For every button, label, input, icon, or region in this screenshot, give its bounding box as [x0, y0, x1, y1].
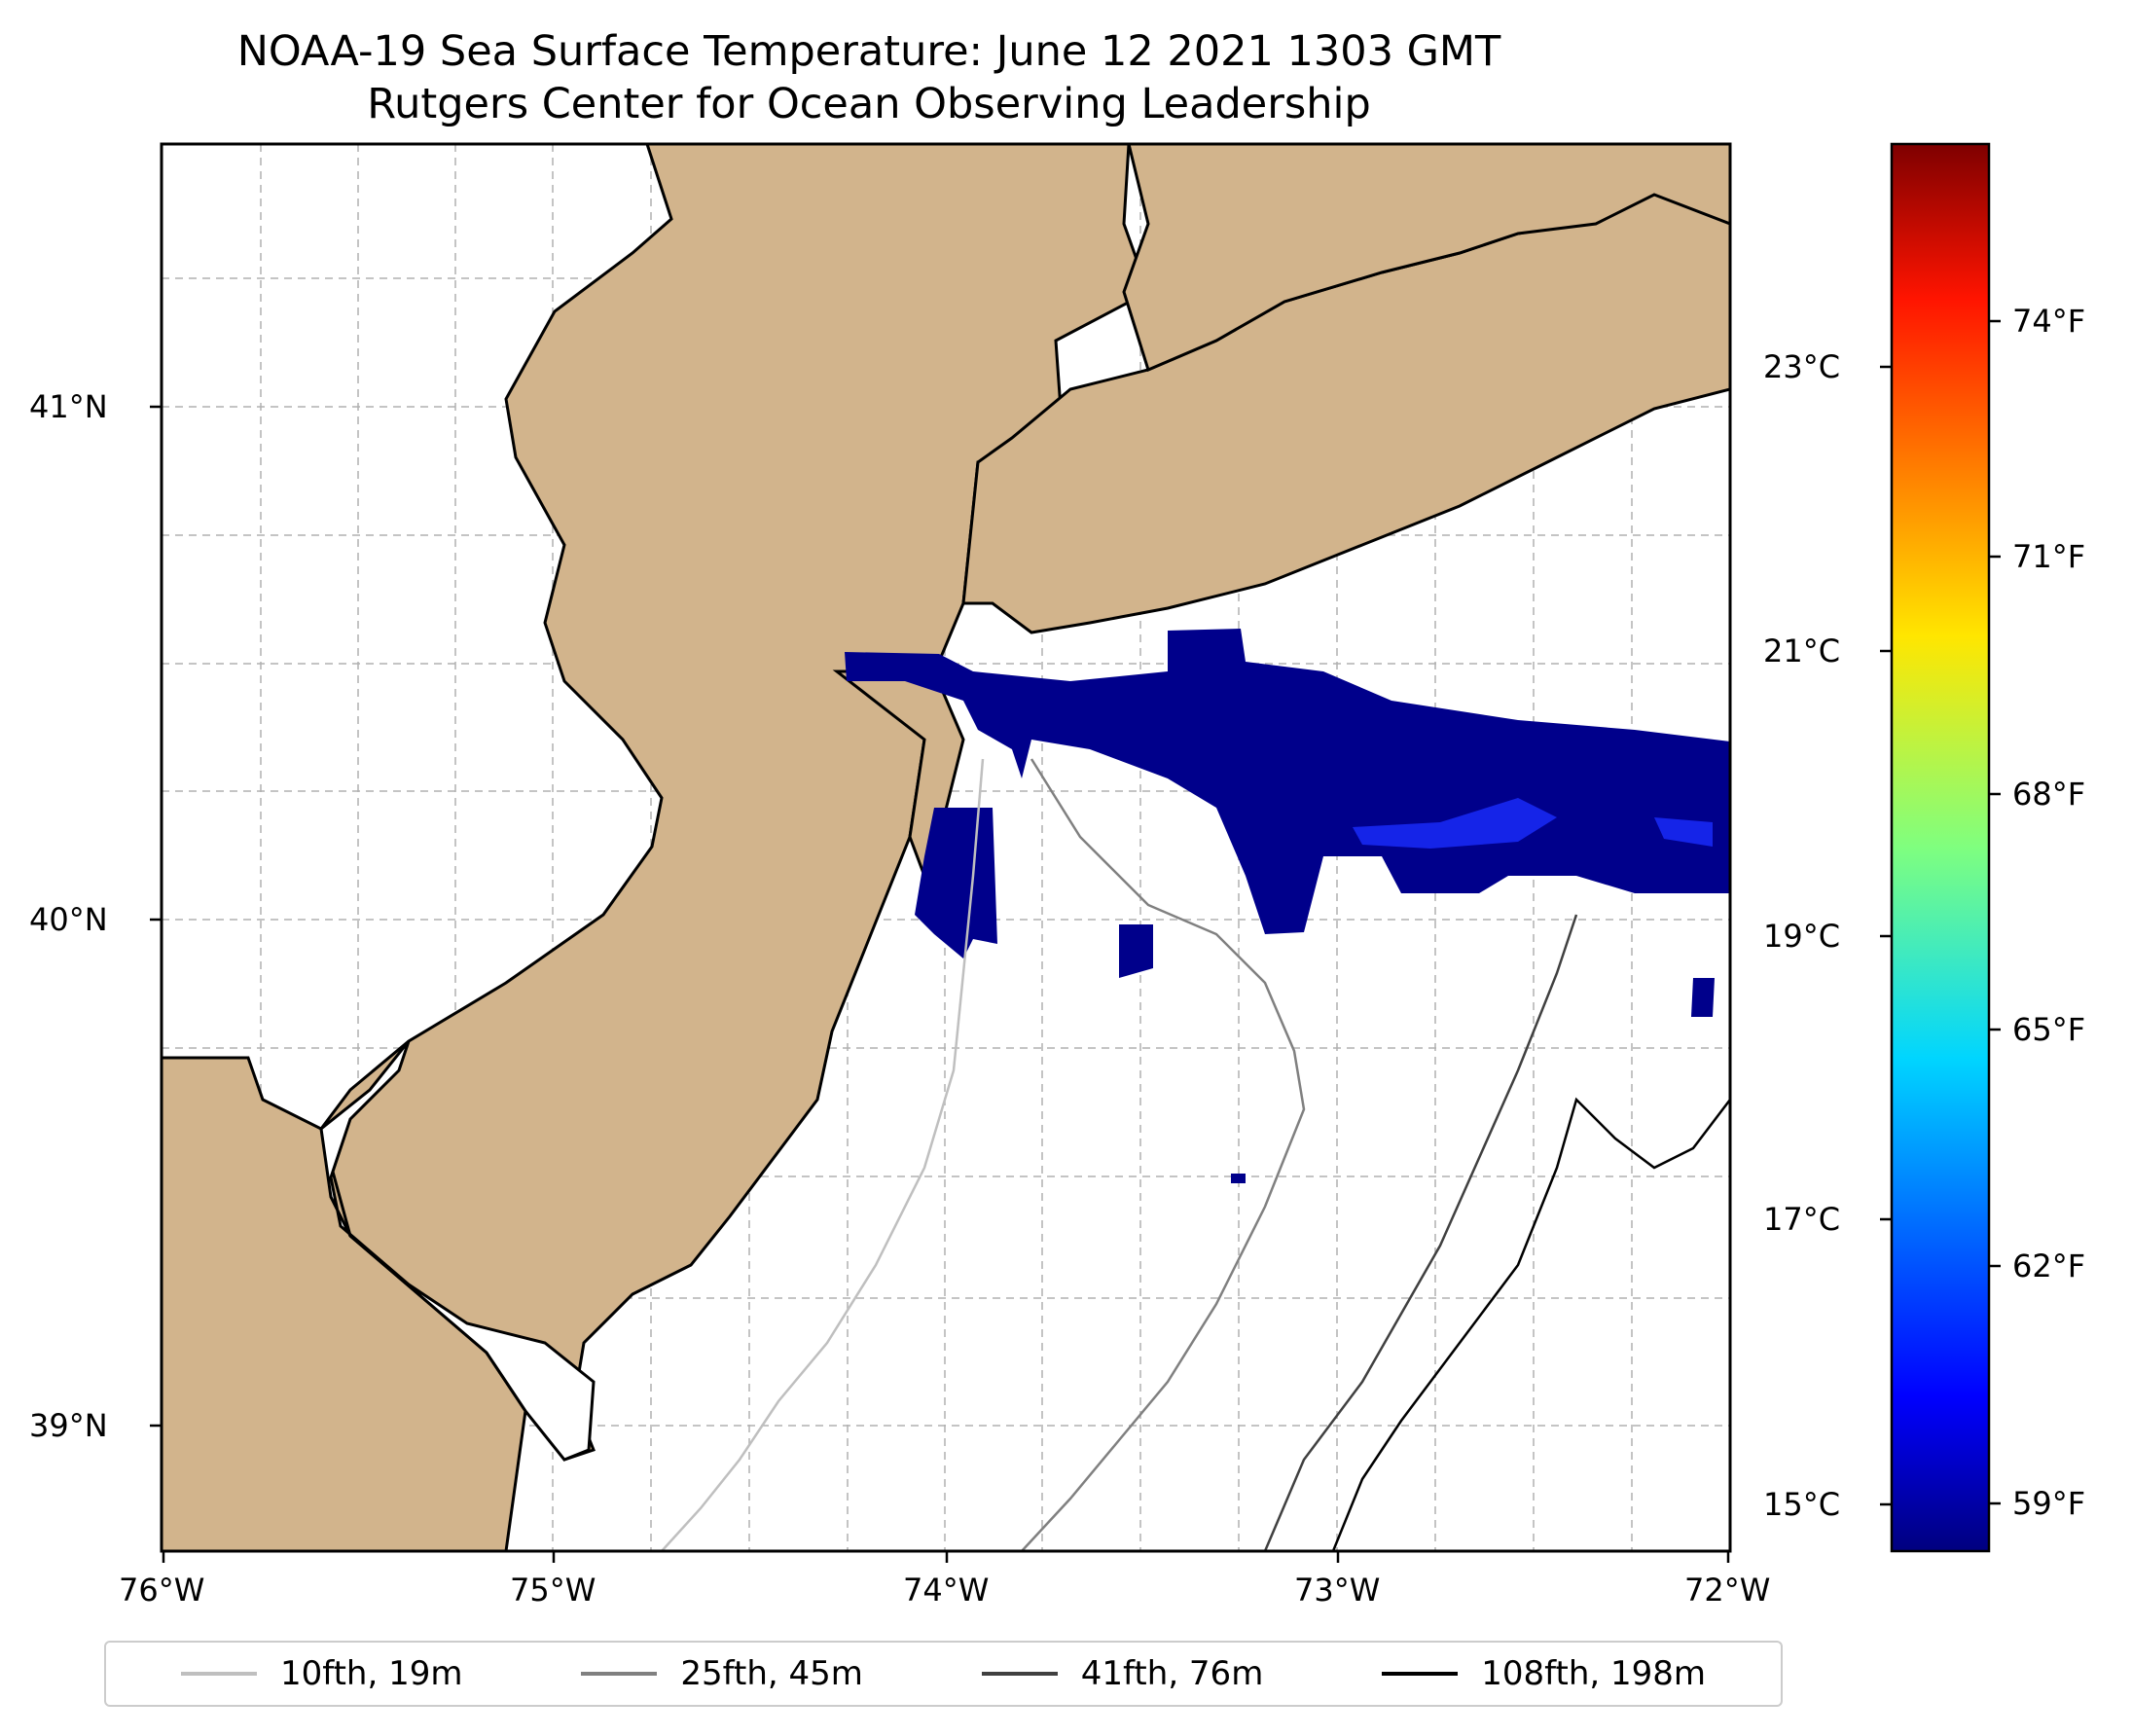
colorbar: [1890, 142, 1991, 1553]
isobath-25fth: [1021, 758, 1306, 1551]
lat-tick-label: 40°N: [29, 901, 108, 938]
colorbar-celsius-label: 19°C: [1763, 918, 1841, 955]
legend-swatch: [981, 1672, 1058, 1676]
colorbar-fahrenheit-label: 65°F: [2012, 1011, 2086, 1048]
lon-tick-label: 75°W: [510, 1572, 596, 1609]
legend-item: 41fth, 76m: [981, 1654, 1264, 1693]
lat-tick-marks: [150, 405, 162, 1428]
legend-swatch: [180, 1672, 257, 1676]
colorbar-fahrenheit-label: 62°F: [2012, 1248, 2086, 1284]
colorbar-celsius-label: 21°C: [1763, 633, 1841, 669]
colorbar-celsius-label: 23°C: [1763, 348, 1841, 385]
colorbar-tick-marks: [1880, 319, 2001, 1506]
lon-tick-marks: [162, 1551, 1730, 1563]
colorbar-celsius-label: 17°C: [1763, 1201, 1841, 1238]
legend-label: 108fth, 198m: [1481, 1654, 1706, 1693]
chart-title: NOAA-19 Sea Surface Temperature: June 12…: [236, 27, 1501, 76]
legend-item: 25fth, 45m: [581, 1654, 863, 1693]
legend-swatch: [1382, 1672, 1459, 1676]
colorbar-celsius-label: 15°C: [1763, 1486, 1841, 1523]
isobath-10fth: [661, 758, 985, 1551]
lon-tick-label: 72°W: [1684, 1572, 1771, 1609]
colorbar-fahrenheit-label: 74°F: [2012, 303, 2086, 340]
legend: 10fth, 19m 25fth, 45m 41fth, 76m 108fth,…: [104, 1641, 1783, 1707]
chart-subtitle: Rutgers Center for Ocean Observing Leade…: [367, 80, 1371, 128]
lat-tick-label: 39°N: [29, 1407, 108, 1444]
legend-label: 10fth, 19m: [279, 1654, 463, 1693]
legend-label: 25fth, 45m: [680, 1654, 863, 1693]
legend-item: 10fth, 19m: [180, 1654, 463, 1693]
lon-tick-label: 74°W: [903, 1572, 990, 1609]
colorbar-fahrenheit-label: 68°F: [2012, 776, 2086, 813]
land-delaware-bay-shore: [319, 1040, 596, 1462]
lon-tick-label: 73°W: [1294, 1572, 1381, 1609]
legend-label: 41fth, 76m: [1080, 1654, 1264, 1693]
legend-item: 108fth, 198m: [1382, 1654, 1706, 1693]
colorbar-fahrenheit-label: 71°F: [2012, 538, 2086, 575]
isobath-41fth: [1263, 914, 1578, 1551]
lon-tick-label: 76°W: [119, 1572, 205, 1609]
isobath-108fth: [1331, 1097, 1730, 1551]
sst-warmer-streak: [1353, 798, 1713, 849]
colorbar-fahrenheit-label: 59°F: [2012, 1485, 2086, 1522]
lat-tick-label: 41°N: [29, 388, 108, 425]
legend-swatch: [581, 1672, 658, 1676]
land-north: [1122, 144, 1730, 373]
